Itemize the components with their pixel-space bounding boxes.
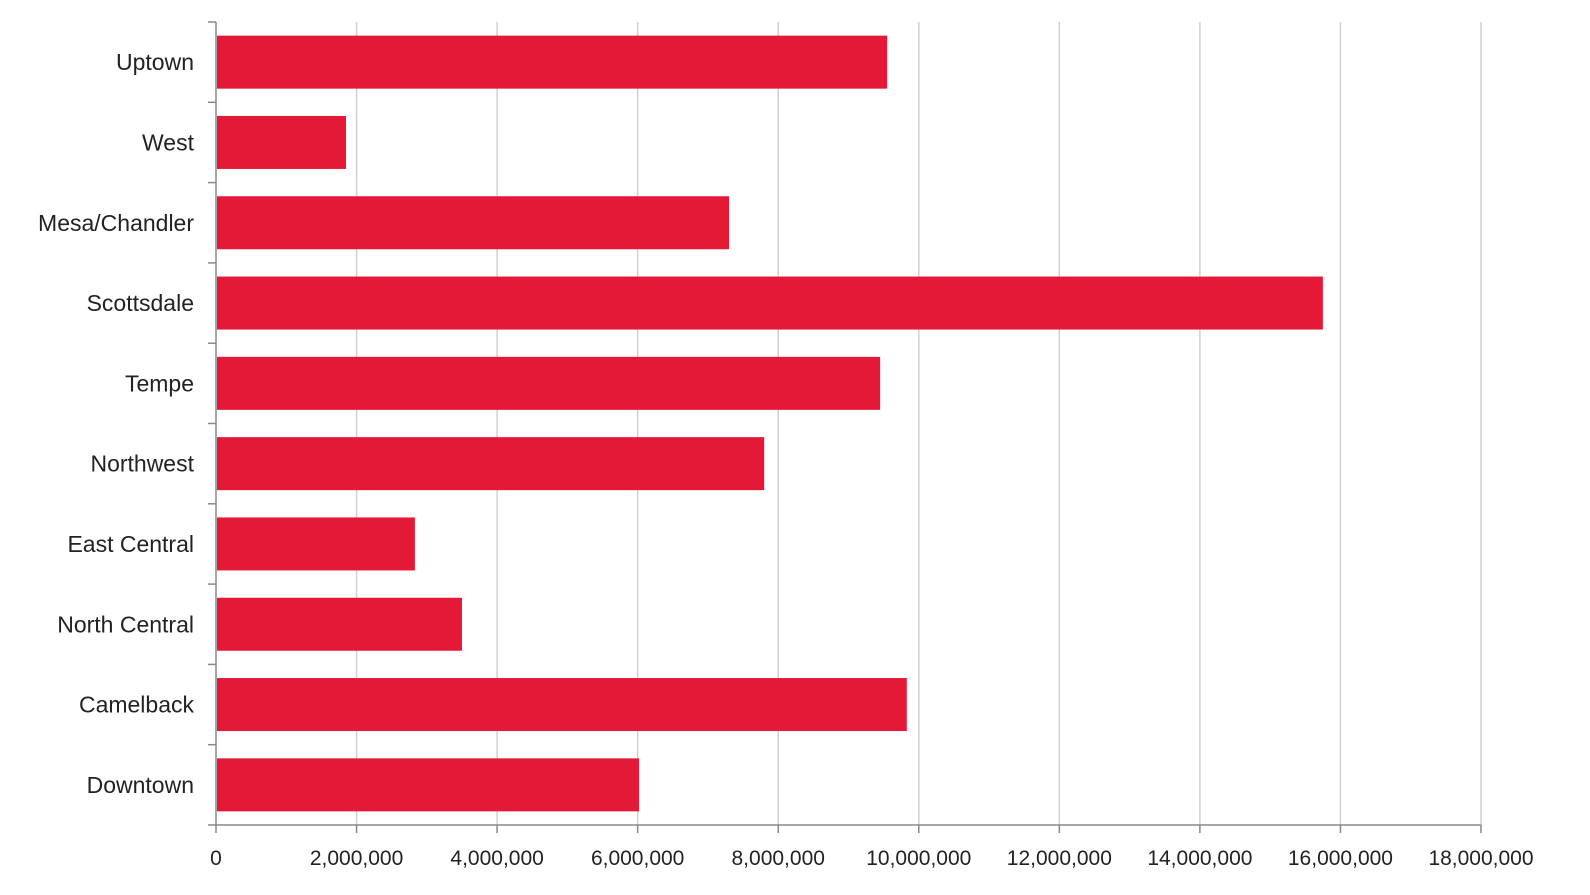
gridlines xyxy=(355,22,1482,825)
x-tick-label-4: 8,000,000 xyxy=(732,847,825,870)
x-tick-label-8: 16,000,000 xyxy=(1288,847,1393,870)
bar-tempe xyxy=(217,356,881,410)
category-label-northwest: Northwest xyxy=(90,451,194,477)
bar-mesa-chandler xyxy=(217,196,730,250)
x-tick-label-2: 4,000,000 xyxy=(450,847,543,870)
bars xyxy=(217,35,1323,812)
axes xyxy=(208,21,1482,833)
x-tick-labels: 0 2,000,000 4,000,000 6,000,000 8,000,000 10,… xyxy=(210,847,1533,870)
category-label-downtown: Downtown xyxy=(87,772,194,798)
x-tick-label-9: 18,000,000 xyxy=(1428,847,1533,870)
bar-scottsdale xyxy=(217,276,1323,330)
category-label-mesa-chandler: Mesa/Chandler xyxy=(38,210,194,236)
category-label-camelback: Camelback xyxy=(79,692,195,718)
category-label-tempe: Tempe xyxy=(125,370,194,396)
category-label-uptown: Uptown xyxy=(116,49,194,75)
x-tick-label-7: 14,000,000 xyxy=(1147,847,1252,870)
x-tick-label-0: 0 xyxy=(210,847,222,870)
bar-northwest xyxy=(217,437,765,491)
category-label-east-central: East Central xyxy=(67,531,194,557)
bar-downtown xyxy=(217,758,640,812)
x-tick-label-5: 10,000,000 xyxy=(866,847,971,870)
bar-west xyxy=(217,115,347,169)
category-label-west: West xyxy=(142,129,195,155)
x-tick-label-6: 12,000,000 xyxy=(1007,847,1112,870)
category-label-north-central: North Central xyxy=(57,611,194,637)
bar-uptown xyxy=(217,35,888,89)
x-tick-label-1: 2,000,000 xyxy=(310,847,403,870)
x-tick-label-3: 6,000,000 xyxy=(591,847,684,870)
bar-camelback xyxy=(217,678,907,732)
category-label-scottsdale: Scottsdale xyxy=(87,290,194,316)
bar-east-central xyxy=(217,517,415,571)
bar-north-central xyxy=(217,597,462,651)
category-labels: Uptown West Mesa/Chandler Scottsdale Tempe No… xyxy=(38,49,195,798)
